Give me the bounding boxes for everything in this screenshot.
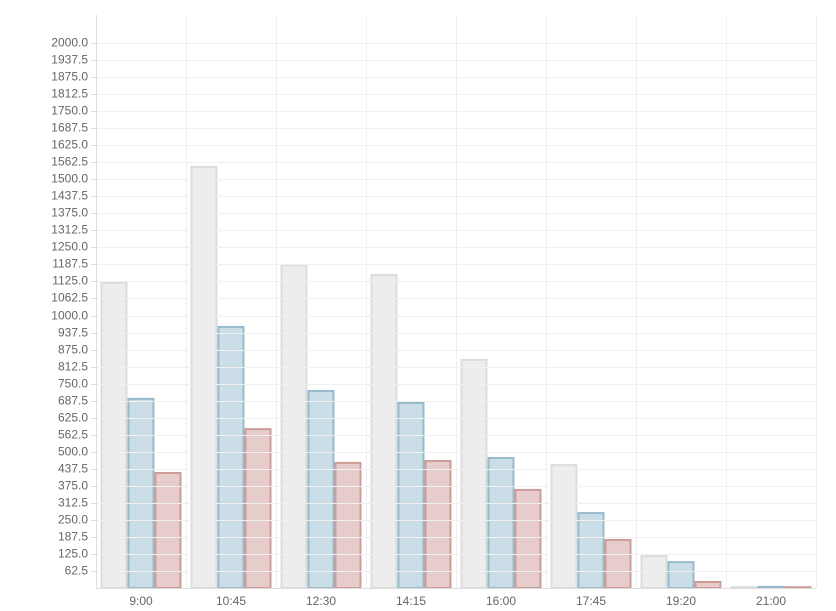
- y-tick-label: 187.5: [58, 530, 88, 544]
- x-tick-label: 16:00: [486, 594, 516, 608]
- x-tick-label: 14:15: [396, 594, 426, 608]
- y-tick-label: 62.5: [65, 564, 89, 578]
- y-tick-label: 750.0: [58, 377, 88, 391]
- x-tick-label: 21:00: [756, 594, 786, 608]
- y-tick-label: 1500.0: [51, 172, 88, 186]
- bar: [154, 472, 182, 590]
- y-tick-label: 1750.0: [51, 104, 88, 118]
- y-tick-label: 1437.5: [51, 189, 88, 203]
- bar: [487, 457, 515, 589]
- y-tick-label: 312.5: [58, 496, 88, 510]
- y-tick-label: 1250.0: [51, 240, 88, 254]
- bar: [604, 539, 632, 589]
- y-tick-label: 1375.0: [51, 206, 88, 220]
- y-tick-label: 625.0: [58, 411, 88, 425]
- bar: [280, 264, 308, 589]
- y-tick-label: 1875.0: [51, 70, 88, 84]
- y-tick-label: 1937.5: [51, 53, 88, 67]
- y-tick-label: 437.5: [58, 462, 88, 476]
- bar: [784, 586, 812, 589]
- bar: [397, 401, 425, 589]
- y-tick-label: 875.0: [58, 343, 88, 357]
- x-tick-label: 10:45: [216, 594, 246, 608]
- y-tick-label: 1687.5: [51, 121, 88, 135]
- y-tick-label: 1562.5: [51, 155, 88, 169]
- y-tick-label: 2000.0: [51, 36, 88, 50]
- y-tick-label: 937.5: [58, 326, 88, 340]
- y-tick-label: 375.0: [58, 479, 88, 493]
- x-tick-label: 19:20: [666, 594, 696, 608]
- bar: [370, 273, 398, 589]
- y-tick-label: 1625.0: [51, 138, 88, 152]
- x-tick-label: 9:00: [129, 594, 153, 608]
- x-tick-label: 12:30: [306, 594, 336, 608]
- y-tick-label: 1812.5: [51, 87, 88, 101]
- y-tick-label: 125.0: [58, 547, 88, 561]
- bar: [757, 585, 785, 589]
- bar: [730, 586, 758, 589]
- bar: [694, 581, 722, 590]
- x-tick-label: 17:45: [576, 594, 606, 608]
- bar: [460, 358, 488, 590]
- y-tick-label: 500.0: [58, 445, 88, 459]
- y-tick-label: 1062.5: [51, 291, 88, 305]
- y-tick-label: 1312.5: [51, 223, 88, 237]
- bar: [577, 512, 605, 589]
- bar: [514, 488, 542, 589]
- bar: [550, 464, 578, 590]
- bar: [217, 325, 245, 589]
- y-tick-label: 1187.5: [52, 257, 88, 271]
- bar: [127, 397, 155, 590]
- bar: [307, 389, 335, 590]
- y-tick-label: 812.5: [58, 360, 88, 374]
- bar: [640, 555, 668, 589]
- bar: [424, 460, 452, 590]
- y-tick-label: 687.5: [58, 394, 88, 408]
- y-tick-label: 562.5: [58, 428, 88, 442]
- y-tick-label: 1125.0: [52, 274, 88, 288]
- y-tick-label: 250.0: [58, 513, 88, 527]
- y-tick-label: 1000.0: [51, 309, 88, 323]
- bar: [667, 561, 695, 589]
- bar: [334, 461, 362, 589]
